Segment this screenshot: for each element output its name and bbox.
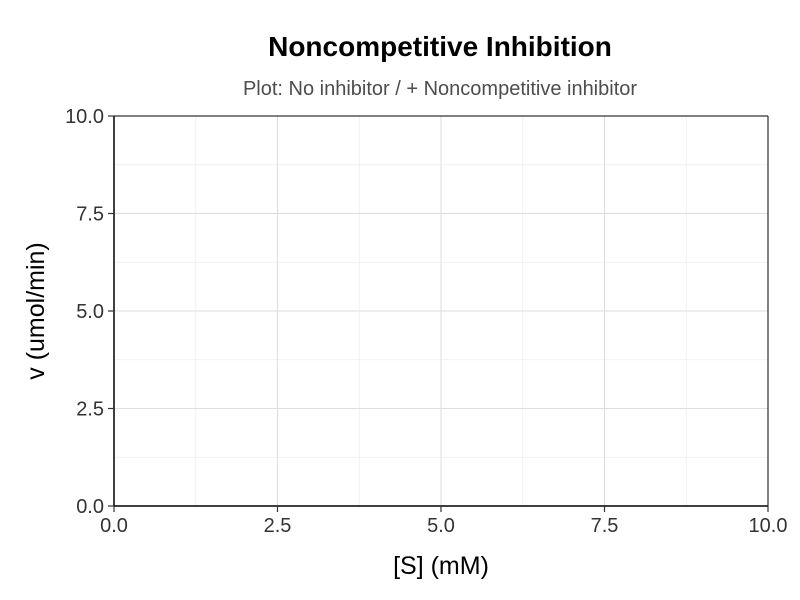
y-axis-ticks: 0.0 2.5 5.0 7.5 10.0 [65, 106, 114, 518]
chart-title: Noncompetitive Inhibition [268, 31, 612, 62]
y-tick-label: 7.5 [76, 204, 104, 226]
x-tick-label: 10.0 [749, 515, 788, 537]
x-tick-label: 0.0 [100, 515, 128, 537]
x-axis-ticks: 0.0 2.5 5.0 7.5 10.0 [100, 506, 787, 537]
x-axis-title: [S] (mM) [393, 552, 489, 580]
y-tick-label: 5.0 [76, 301, 104, 323]
x-tick-label: 5.0 [427, 515, 455, 537]
x-tick-label: 7.5 [591, 515, 619, 537]
chart-subtitle: Plot: No inhibitor / + Noncompetitive in… [243, 78, 637, 100]
y-tick-label: 2.5 [76, 399, 104, 421]
y-tick-label: 0.0 [76, 496, 104, 518]
y-axis-title: v (umol/min) [22, 242, 50, 380]
y-tick-label: 10.0 [65, 106, 104, 128]
x-tick-label: 2.5 [264, 515, 292, 537]
